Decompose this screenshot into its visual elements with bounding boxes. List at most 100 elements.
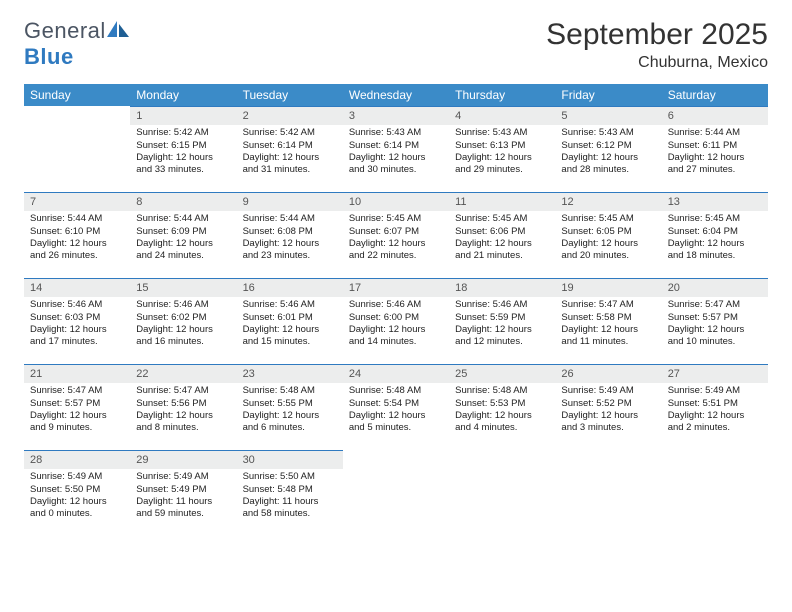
weekday-header: Wednesday xyxy=(343,84,449,106)
day-cell: 27Sunrise: 5:49 AMSunset: 5:51 PMDayligh… xyxy=(662,364,768,450)
day-cell: 21Sunrise: 5:47 AMSunset: 5:57 PMDayligh… xyxy=(24,364,130,450)
day-info: Sunrise: 5:49 AMSunset: 5:50 PMDaylight:… xyxy=(24,469,130,524)
empty-cell xyxy=(343,450,449,536)
day-number: 5 xyxy=(555,106,661,125)
day-cell: 1Sunrise: 5:42 AMSunset: 6:15 PMDaylight… xyxy=(130,106,236,192)
day-info: Sunrise: 5:42 AMSunset: 6:14 PMDaylight:… xyxy=(237,125,343,180)
calendar-body: 1Sunrise: 5:42 AMSunset: 6:15 PMDaylight… xyxy=(24,106,768,536)
day-cell: 6Sunrise: 5:44 AMSunset: 6:11 PMDaylight… xyxy=(662,106,768,192)
empty-cell xyxy=(449,450,555,536)
day-cell: 11Sunrise: 5:45 AMSunset: 6:06 PMDayligh… xyxy=(449,192,555,278)
location: Chuburna, Mexico xyxy=(546,54,768,72)
day-cell: 13Sunrise: 5:45 AMSunset: 6:04 PMDayligh… xyxy=(662,192,768,278)
empty-cell xyxy=(555,450,661,536)
day-number: 15 xyxy=(130,278,236,297)
weekday-header: Friday xyxy=(555,84,661,106)
day-info: Sunrise: 5:46 AMSunset: 6:03 PMDaylight:… xyxy=(24,297,130,352)
calendar-row: 1Sunrise: 5:42 AMSunset: 6:15 PMDaylight… xyxy=(24,106,768,192)
day-cell: 15Sunrise: 5:46 AMSunset: 6:02 PMDayligh… xyxy=(130,278,236,364)
day-number: 20 xyxy=(662,278,768,297)
brand-logo: GeneralBlue xyxy=(24,18,130,70)
day-info: Sunrise: 5:48 AMSunset: 5:54 PMDaylight:… xyxy=(343,383,449,438)
day-number: 18 xyxy=(449,278,555,297)
day-cell: 18Sunrise: 5:46 AMSunset: 5:59 PMDayligh… xyxy=(449,278,555,364)
day-cell: 4Sunrise: 5:43 AMSunset: 6:13 PMDaylight… xyxy=(449,106,555,192)
day-info: Sunrise: 5:46 AMSunset: 6:01 PMDaylight:… xyxy=(237,297,343,352)
header: GeneralBlue September 2025 Chuburna, Mex… xyxy=(24,18,768,72)
calendar-header: SundayMondayTuesdayWednesdayThursdayFrid… xyxy=(24,84,768,106)
day-info: Sunrise: 5:45 AMSunset: 6:07 PMDaylight:… xyxy=(343,211,449,266)
weekday-header: Saturday xyxy=(662,84,768,106)
day-info: Sunrise: 5:48 AMSunset: 5:55 PMDaylight:… xyxy=(237,383,343,438)
day-number: 12 xyxy=(555,192,661,211)
empty-cell xyxy=(24,106,130,192)
empty-cell xyxy=(662,450,768,536)
calendar-row: 14Sunrise: 5:46 AMSunset: 6:03 PMDayligh… xyxy=(24,278,768,364)
day-info: Sunrise: 5:44 AMSunset: 6:11 PMDaylight:… xyxy=(662,125,768,180)
day-number: 22 xyxy=(130,364,236,383)
day-number: 25 xyxy=(449,364,555,383)
day-info: Sunrise: 5:46 AMSunset: 6:00 PMDaylight:… xyxy=(343,297,449,352)
weekday-header: Tuesday xyxy=(237,84,343,106)
sail-icon xyxy=(106,18,130,43)
day-info: Sunrise: 5:44 AMSunset: 6:09 PMDaylight:… xyxy=(130,211,236,266)
day-info: Sunrise: 5:44 AMSunset: 6:10 PMDaylight:… xyxy=(24,211,130,266)
calendar-row: 7Sunrise: 5:44 AMSunset: 6:10 PMDaylight… xyxy=(24,192,768,278)
day-info: Sunrise: 5:43 AMSunset: 6:13 PMDaylight:… xyxy=(449,125,555,180)
day-number: 23 xyxy=(237,364,343,383)
day-number: 17 xyxy=(343,278,449,297)
day-number: 21 xyxy=(24,364,130,383)
day-number: 3 xyxy=(343,106,449,125)
day-info: Sunrise: 5:47 AMSunset: 5:58 PMDaylight:… xyxy=(555,297,661,352)
weekday-header: Thursday xyxy=(449,84,555,106)
month-title: September 2025 xyxy=(546,18,768,52)
day-info: Sunrise: 5:48 AMSunset: 5:53 PMDaylight:… xyxy=(449,383,555,438)
day-cell: 16Sunrise: 5:46 AMSunset: 6:01 PMDayligh… xyxy=(237,278,343,364)
day-info: Sunrise: 5:50 AMSunset: 5:48 PMDaylight:… xyxy=(237,469,343,524)
day-cell: 22Sunrise: 5:47 AMSunset: 5:56 PMDayligh… xyxy=(130,364,236,450)
day-number: 9 xyxy=(237,192,343,211)
day-cell: 24Sunrise: 5:48 AMSunset: 5:54 PMDayligh… xyxy=(343,364,449,450)
weekday-header: Monday xyxy=(130,84,236,106)
day-info: Sunrise: 5:47 AMSunset: 5:56 PMDaylight:… xyxy=(130,383,236,438)
day-cell: 5Sunrise: 5:43 AMSunset: 6:12 PMDaylight… xyxy=(555,106,661,192)
day-cell: 17Sunrise: 5:46 AMSunset: 6:00 PMDayligh… xyxy=(343,278,449,364)
day-info: Sunrise: 5:49 AMSunset: 5:52 PMDaylight:… xyxy=(555,383,661,438)
brand-part1: General xyxy=(24,18,106,43)
brand-part2: Blue xyxy=(24,44,74,69)
day-number: 10 xyxy=(343,192,449,211)
day-number: 1 xyxy=(130,106,236,125)
day-number: 30 xyxy=(237,450,343,469)
day-info: Sunrise: 5:45 AMSunset: 6:05 PMDaylight:… xyxy=(555,211,661,266)
day-number: 2 xyxy=(237,106,343,125)
day-number: 7 xyxy=(24,192,130,211)
day-cell: 23Sunrise: 5:48 AMSunset: 5:55 PMDayligh… xyxy=(237,364,343,450)
title-block: September 2025 Chuburna, Mexico xyxy=(546,18,768,72)
day-info: Sunrise: 5:44 AMSunset: 6:08 PMDaylight:… xyxy=(237,211,343,266)
day-number: 16 xyxy=(237,278,343,297)
day-info: Sunrise: 5:49 AMSunset: 5:51 PMDaylight:… xyxy=(662,383,768,438)
day-cell: 26Sunrise: 5:49 AMSunset: 5:52 PMDayligh… xyxy=(555,364,661,450)
day-info: Sunrise: 5:47 AMSunset: 5:57 PMDaylight:… xyxy=(662,297,768,352)
day-cell: 8Sunrise: 5:44 AMSunset: 6:09 PMDaylight… xyxy=(130,192,236,278)
calendar-row: 28Sunrise: 5:49 AMSunset: 5:50 PMDayligh… xyxy=(24,450,768,536)
day-info: Sunrise: 5:43 AMSunset: 6:12 PMDaylight:… xyxy=(555,125,661,180)
day-info: Sunrise: 5:46 AMSunset: 6:02 PMDaylight:… xyxy=(130,297,236,352)
brand-text: GeneralBlue xyxy=(24,18,130,70)
weekday-header: Sunday xyxy=(24,84,130,106)
day-cell: 30Sunrise: 5:50 AMSunset: 5:48 PMDayligh… xyxy=(237,450,343,536)
day-cell: 2Sunrise: 5:42 AMSunset: 6:14 PMDaylight… xyxy=(237,106,343,192)
day-info: Sunrise: 5:45 AMSunset: 6:04 PMDaylight:… xyxy=(662,211,768,266)
day-number: 11 xyxy=(449,192,555,211)
calendar-table: SundayMondayTuesdayWednesdayThursdayFrid… xyxy=(24,84,768,536)
day-cell: 3Sunrise: 5:43 AMSunset: 6:14 PMDaylight… xyxy=(343,106,449,192)
day-info: Sunrise: 5:43 AMSunset: 6:14 PMDaylight:… xyxy=(343,125,449,180)
day-number: 14 xyxy=(24,278,130,297)
day-number: 6 xyxy=(662,106,768,125)
day-cell: 25Sunrise: 5:48 AMSunset: 5:53 PMDayligh… xyxy=(449,364,555,450)
day-cell: 19Sunrise: 5:47 AMSunset: 5:58 PMDayligh… xyxy=(555,278,661,364)
day-number: 28 xyxy=(24,450,130,469)
day-number: 19 xyxy=(555,278,661,297)
day-number: 27 xyxy=(662,364,768,383)
day-info: Sunrise: 5:49 AMSunset: 5:49 PMDaylight:… xyxy=(130,469,236,524)
